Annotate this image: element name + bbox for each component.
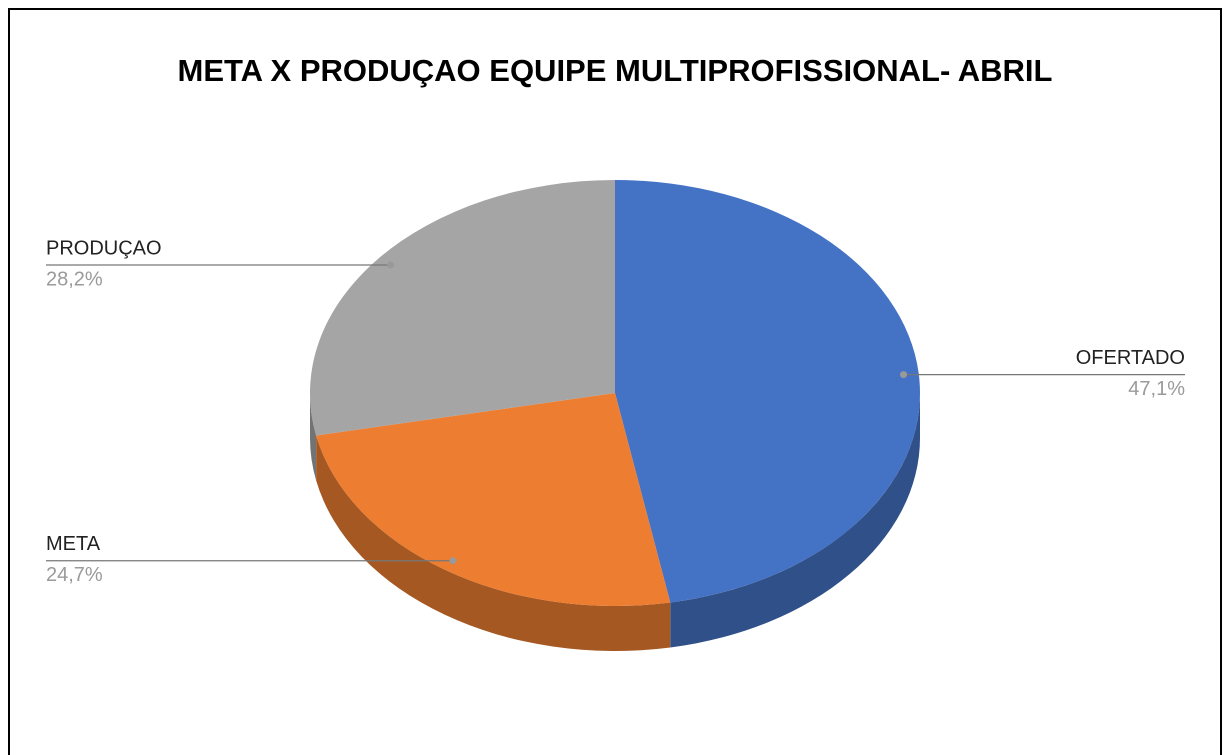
- slice-value-label: 24,7%: [46, 564, 103, 586]
- slice-value-label: 47,1%: [1128, 378, 1185, 400]
- slice-label: PRODUÇAO: [46, 237, 162, 259]
- slice-value-label: 28,2%: [46, 268, 103, 290]
- chart-title: META X PRODUÇAO EQUIPE MULTIPROFISSIONAL…: [178, 53, 1053, 88]
- pie-slice: [615, 180, 920, 603]
- slice-label: OFERTADO: [1076, 347, 1185, 369]
- pie-slice-side: [670, 393, 920, 648]
- pie-slice-side: [310, 393, 317, 481]
- pie-slice: [316, 393, 671, 606]
- pie-slice: [309, 179, 615, 436]
- pie-slice-side: [316, 435, 671, 651]
- leader-dot: [449, 557, 457, 565]
- leader-dot: [900, 371, 908, 379]
- slice-label: META: [46, 533, 101, 555]
- leader-dot: [387, 261, 395, 269]
